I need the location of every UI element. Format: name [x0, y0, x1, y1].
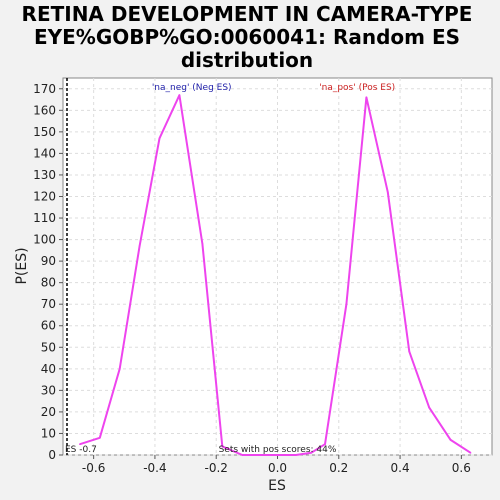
y-tick-label: 150: [33, 125, 56, 139]
data-point: [365, 96, 368, 99]
annotation-label: 'na_neg' (Neg ES): [152, 83, 232, 93]
y-axis-ticks: 0 10 20 30 40 50 60 70 80 90 100 110 120 130 140 150 160…: [33, 82, 63, 462]
y-tick-label: 0: [48, 448, 56, 462]
x-tick-label: -0.6: [82, 461, 105, 475]
y-tick-label: 10: [41, 426, 56, 440]
data-point: [261, 454, 263, 456]
data-point: [295, 454, 297, 456]
y-tick-label: 90: [41, 254, 56, 268]
y-tick-label: 70: [41, 297, 56, 311]
y-tick-label: 140: [33, 146, 56, 160]
data-point: [449, 439, 452, 441]
data-point: [79, 443, 81, 446]
data-point: [158, 137, 161, 140]
annotation-label: 'na_pos' (Pos ES): [319, 83, 395, 93]
chart-title-line-2: EYE%GOBP%GO:0060041: Random ES: [34, 25, 460, 49]
data-point: [469, 452, 472, 454]
x-tick-label: 0.6: [452, 461, 471, 475]
y-tick-label: 110: [33, 211, 56, 225]
annotation-label: Sets with pos scores: 44%: [219, 445, 337, 455]
y-tick-label: 100: [33, 233, 56, 247]
y-tick-label: 30: [41, 383, 56, 397]
y-axis-label: P(ES): [14, 247, 30, 284]
y-tick-label: 80: [41, 276, 56, 290]
annotations: 'na_neg' (Neg ES) 'na_pos' (Pos ES) Sets w…: [65, 83, 395, 455]
x-tick-label: 0.2: [329, 461, 348, 475]
data-point: [276, 454, 279, 456]
chart-title-line-1: RETINA DEVELOPMENT IN CAMERA-TYPE: [22, 2, 473, 26]
x-tick-label: 0.0: [268, 461, 287, 475]
annotation-label: ES -0.7: [65, 445, 97, 455]
y-tick-label: 120: [33, 189, 56, 203]
x-tick-label: -0.2: [205, 461, 228, 475]
y-tick-label: 160: [33, 103, 56, 117]
data-point: [221, 445, 224, 448]
data-point: [310, 452, 313, 454]
chart-title: RETINA DEVELOPMENT IN CAMERA-TYPE EYE%GO…: [22, 2, 473, 72]
data-point: [324, 443, 326, 446]
data-point: [178, 94, 181, 97]
x-axis-ticks: -0.6 -0.4 -0.2 0.0 0.2 0.4 0.6: [82, 455, 471, 475]
x-axis-label: ES: [268, 478, 286, 494]
y-tick-label: 60: [41, 319, 56, 333]
data-point: [408, 350, 411, 353]
data-point: [345, 303, 348, 306]
grid: [63, 78, 492, 456]
x-tick-label: -0.4: [143, 461, 166, 475]
y-tick-label: 130: [33, 168, 56, 182]
chart-title-line-3: distribution: [181, 48, 313, 72]
data-point: [118, 368, 121, 370]
data-point: [98, 436, 101, 439]
data-point: [428, 406, 430, 409]
x-tick-label: 0.4: [391, 461, 410, 475]
series: [79, 94, 472, 456]
y-tick-label: 40: [41, 362, 56, 376]
y-tick-label: 50: [41, 340, 56, 354]
data-point: [241, 454, 244, 456]
data-point: [201, 243, 204, 245]
y-tick-label: 170: [33, 82, 56, 96]
data-point: [138, 245, 141, 247]
y-tick-label: 20: [41, 405, 56, 419]
data-point: [387, 191, 389, 193]
